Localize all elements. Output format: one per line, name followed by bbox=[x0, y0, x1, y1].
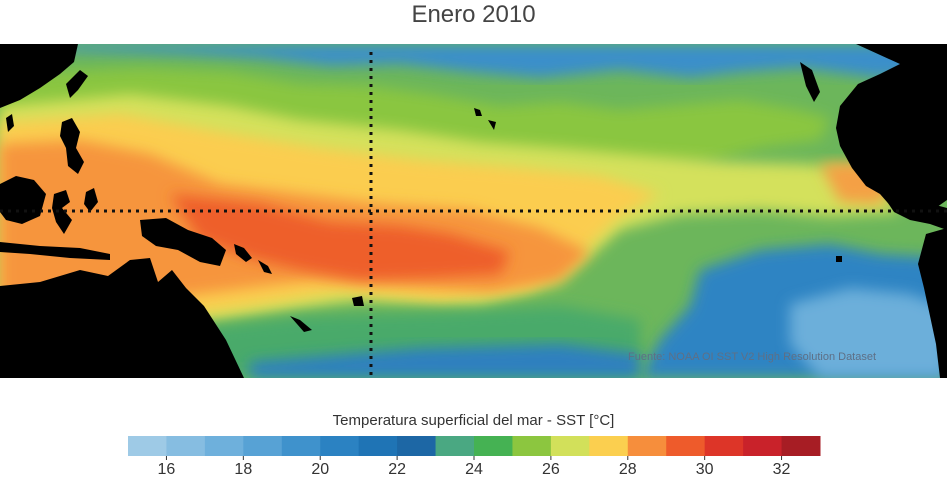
colorbar-swatch bbox=[704, 436, 744, 456]
colorbar-swatch bbox=[435, 436, 475, 456]
colorbar-swatch bbox=[781, 436, 821, 456]
colorbar-swatch bbox=[474, 436, 513, 456]
colorbar bbox=[128, 436, 821, 460]
colorbar-swatch bbox=[281, 436, 321, 456]
land-taiwan bbox=[6, 114, 14, 132]
land-sulawesi bbox=[52, 190, 72, 234]
ocean-hot-31 bbox=[170, 194, 510, 280]
source-note: Fuente: NOAA OI SST V2 High Resolution D… bbox=[628, 351, 877, 363]
colorbar-swatch bbox=[589, 436, 629, 456]
land-australia bbox=[0, 258, 244, 378]
land-new-guinea bbox=[140, 218, 226, 266]
colorbar-swatch bbox=[550, 436, 590, 456]
land-hawaii bbox=[474, 108, 496, 130]
colorbar-swatch bbox=[627, 436, 667, 456]
colorbar-tick-label: 20 bbox=[311, 461, 330, 478]
land-java-timor bbox=[0, 242, 110, 260]
land-halmahera bbox=[84, 188, 98, 212]
colorbar-swatch bbox=[666, 436, 706, 456]
sst-map bbox=[0, 44, 947, 378]
colorbar-tick-label: 30 bbox=[695, 461, 714, 478]
land-philippines bbox=[60, 118, 84, 174]
land-north-america bbox=[836, 44, 947, 218]
colorbar-tick-label: 24 bbox=[465, 461, 483, 478]
colorbar-swatch bbox=[512, 436, 552, 456]
land-japan bbox=[66, 70, 88, 98]
colorbar-swatch bbox=[743, 436, 783, 456]
colorbar-swatch bbox=[397, 436, 437, 456]
land-caribbean-islands bbox=[876, 140, 946, 168]
colorbar-tick-label: 28 bbox=[618, 461, 637, 478]
land-fiji bbox=[352, 296, 364, 306]
colorbar-swatch bbox=[320, 436, 360, 456]
land-baja-california bbox=[800, 62, 820, 102]
colorbar-tick-label: 32 bbox=[772, 461, 791, 478]
map-title: Enero 2010 bbox=[411, 1, 536, 28]
colorbar-swatch bbox=[128, 436, 167, 456]
ocean-east-coldest bbox=[790, 288, 947, 378]
land-south-america bbox=[918, 228, 947, 378]
colorbar-tick-label: 26 bbox=[541, 461, 560, 478]
colorbar-title: Temperatura superficial del mar - SST [°… bbox=[332, 412, 615, 429]
land-asia bbox=[0, 44, 78, 108]
colorbar-swatch bbox=[243, 436, 283, 456]
land-solomon-islands bbox=[234, 244, 272, 274]
ocean-south-cold bbox=[250, 344, 640, 378]
ocean-north-cold bbox=[0, 44, 947, 78]
colorbar-swatch bbox=[166, 436, 206, 456]
colorbar-swatch bbox=[358, 436, 398, 456]
land-galapagos bbox=[836, 256, 842, 262]
colorbar-tick-label: 18 bbox=[234, 461, 253, 478]
land-new-caledonia bbox=[290, 316, 312, 332]
colorbar-swatch bbox=[204, 436, 244, 456]
colorbar-tick-label: 16 bbox=[157, 461, 176, 478]
colorbar-tick-label: 22 bbox=[388, 461, 406, 478]
